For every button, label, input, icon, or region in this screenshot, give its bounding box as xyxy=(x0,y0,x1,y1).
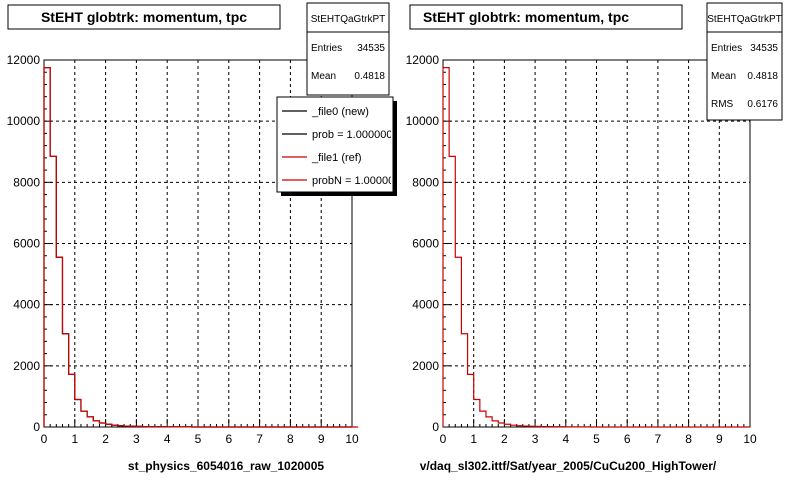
x-tick-label: 3 xyxy=(133,432,140,446)
x-tick-label: 2 xyxy=(102,432,109,446)
x-tick-label: 5 xyxy=(195,432,202,446)
stats-value: 0.4818 xyxy=(747,71,778,82)
chart-title: StEHT globtrk: momentum, tpc xyxy=(423,9,629,25)
y-tick-label: 10000 xyxy=(406,114,440,128)
y-tick-label: 8000 xyxy=(13,175,40,189)
x-tick-label: 1 xyxy=(470,432,477,446)
title-box xyxy=(7,4,281,30)
y-tick-label: 0 xyxy=(432,420,439,434)
x-tick-label: 8 xyxy=(685,432,692,446)
x-tick-label: 1 xyxy=(71,432,78,446)
chart-title: StEHT globtrk: momentum, tpc xyxy=(41,9,247,25)
x-tick-label: 10 xyxy=(743,432,757,446)
x-tick-label: 4 xyxy=(562,432,569,446)
histogram-series-1 xyxy=(43,67,359,428)
legend-entries: _file0 (new) prob = 1.000000 _file1 (ref) p… xyxy=(282,106,400,187)
legend-label: _file1 (ref) xyxy=(311,152,362,164)
stats-box xyxy=(706,2,783,121)
left-histogram-panel: 0 1 2 3 4 5 6 7 8 9 10 0 2000 4000 6000 8000 10000 12000 S… xyxy=(7,2,400,473)
x-axis-label: v/daq_sl302.ittf/Sat/year_2005/CuCu200_H… xyxy=(420,459,717,473)
legend-label: _file0 (new) xyxy=(311,106,369,118)
x-tick-label: 9 xyxy=(716,432,723,446)
stats-label: Entries xyxy=(311,43,342,54)
title-box xyxy=(409,4,683,30)
stats-label: RMS xyxy=(711,99,734,110)
x-tick-label: 7 xyxy=(655,432,662,446)
right-histogram-panel: 0 1 2 3 4 5 6 7 8 9 10 0 2000 4000 6000 8000 10000 12000 S… xyxy=(406,2,783,473)
y-tick-label: 4000 xyxy=(13,298,40,312)
y-tick-label: 12000 xyxy=(406,53,440,67)
stats-name: StEHTQaGtrkPT xyxy=(707,14,781,25)
y-tick-label: 2000 xyxy=(13,359,40,373)
x-tick-label: 4 xyxy=(164,432,171,446)
x-tick-label: 0 xyxy=(440,432,447,446)
y-tick-label: 2000 xyxy=(412,359,439,373)
y-tick-label: 8000 xyxy=(412,175,439,189)
stats-value: 34535 xyxy=(357,43,385,54)
y-tick-label: 6000 xyxy=(13,237,40,251)
legend-label: prob = 1.000000 xyxy=(312,129,392,141)
x-tick-label: 7 xyxy=(256,432,263,446)
stats-label: Mean xyxy=(711,71,736,82)
stats-label: Entries xyxy=(711,43,742,54)
x-tick-label: 3 xyxy=(532,432,539,446)
y-tick-label: 0 xyxy=(33,420,40,434)
stats-name: StEHTQaGtrkPT xyxy=(311,14,385,25)
legend-box xyxy=(276,96,394,193)
x-axis-label: st_physics_6054016_raw_1020005 xyxy=(128,459,324,473)
histogram-series-0 xyxy=(442,67,750,428)
x-tick-label: 6 xyxy=(225,432,232,446)
x-tick-label: 2 xyxy=(501,432,508,446)
x-tick-label: 8 xyxy=(287,432,294,446)
y-tick-label: 4000 xyxy=(412,298,439,312)
legend-label: probN = 1.000000 xyxy=(312,175,400,187)
x-tick-label: 9 xyxy=(318,432,325,446)
stats-label: Mean xyxy=(311,71,336,82)
stats-value: 34535 xyxy=(750,43,778,54)
stats-box xyxy=(306,2,390,96)
y-tick-label: 10000 xyxy=(7,114,41,128)
x-tick-label: 5 xyxy=(593,432,600,446)
x-tick-label: 0 xyxy=(41,432,48,446)
stats-value: 0.6176 xyxy=(747,99,778,110)
x-tick-label: 6 xyxy=(624,432,631,446)
x-tick-label: 10 xyxy=(345,432,359,446)
stats-value: 0.4818 xyxy=(354,71,385,82)
y-tick-label: 12000 xyxy=(7,53,41,67)
y-tick-label: 6000 xyxy=(412,237,439,251)
